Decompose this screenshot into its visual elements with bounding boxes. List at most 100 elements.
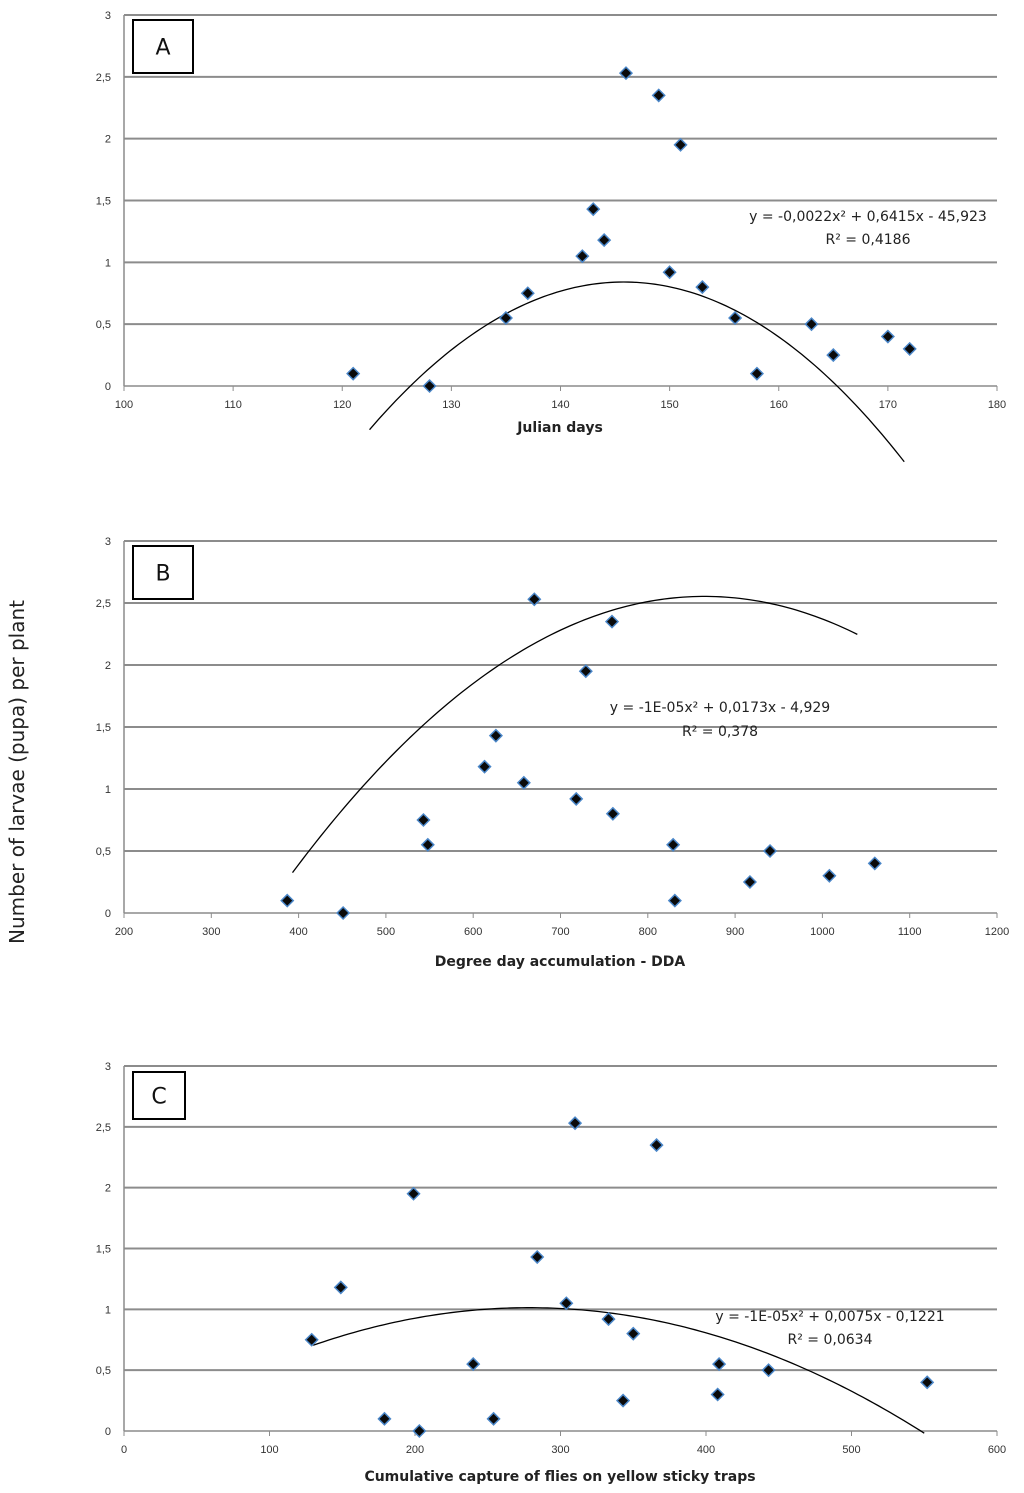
data-point — [422, 378, 437, 394]
data-point — [601, 1312, 616, 1327]
x-tick-label: 600 — [464, 926, 482, 938]
x-tick-label: 300 — [551, 1444, 569, 1456]
data-point — [530, 1249, 545, 1265]
trendline — [291, 595, 858, 874]
data-point — [867, 856, 882, 871]
trendline — [369, 281, 905, 463]
y-tick-label: 2 — [105, 660, 111, 672]
data-point — [649, 1138, 664, 1153]
panel-letter: A — [155, 36, 170, 61]
x-tick-label: 0 — [121, 1444, 127, 1456]
y-tick-label: 0,5 — [96, 846, 111, 858]
x-tick-label: 180 — [988, 399, 1006, 411]
x-tick-label: 800 — [639, 926, 657, 938]
data-point — [902, 341, 917, 356]
y-tick-label: 2 — [105, 1183, 111, 1195]
x-tick-label: 700 — [551, 926, 569, 938]
data-point — [498, 310, 513, 326]
data-point — [377, 1411, 392, 1426]
data-point — [710, 1387, 725, 1402]
y-tick-label: 1 — [105, 784, 111, 796]
data-point — [466, 1357, 481, 1372]
data-point — [662, 265, 677, 280]
x-tick-label: 130 — [442, 399, 460, 411]
x-axis-title: Degree day accumulation - DDA — [435, 954, 686, 970]
data-point — [406, 1186, 421, 1201]
data-point — [695, 280, 710, 295]
data-point — [666, 837, 681, 852]
r-squared-label: R² = 0,378 — [682, 724, 758, 740]
y-tick-label: 2 — [105, 134, 111, 146]
y-tick-label: 1 — [105, 257, 111, 269]
y-tick-label: 2,5 — [96, 72, 111, 84]
y-tick-label: 0 — [105, 908, 111, 920]
x-tick-label: 300 — [202, 926, 220, 938]
data-point — [880, 329, 895, 344]
x-tick-label: 140 — [551, 399, 569, 411]
y-tick-label: 0 — [105, 381, 111, 393]
x-tick-label: 120 — [333, 399, 351, 411]
x-tick-label: 400 — [289, 926, 307, 938]
panel-letter-box — [132, 19, 194, 74]
y-tick-label: 1 — [105, 1304, 111, 1316]
y-tick-label: 3 — [105, 1061, 111, 1073]
data-point — [651, 88, 666, 103]
y-tick-label: 3 — [105, 536, 111, 548]
chart-panel-c: 0 0,5 1 1,5 2 2,5 3 0 100 200 300 400 500 600 Cumulati… — [96, 1061, 1006, 1485]
x-tick-label: 110 — [224, 399, 242, 411]
data-point — [520, 286, 535, 301]
y-tick-label: 1,5 — [96, 196, 111, 208]
x-tick-label: 500 — [842, 1444, 860, 1456]
y-tick-label: 3 — [105, 10, 111, 22]
data-point — [604, 614, 620, 629]
y-tick-label: 1,5 — [96, 1244, 111, 1256]
data-point — [477, 759, 492, 774]
x-tick-label: 150 — [660, 399, 678, 411]
data-point — [527, 592, 542, 607]
chart-panel-b: 0 0,5 1 1,5 2 2,5 3 200 300 400 500 600 700 800 900 100… — [96, 536, 1010, 970]
x-tick-label: 1100 — [898, 926, 922, 938]
data-point — [516, 775, 531, 790]
data-point — [333, 1280, 348, 1295]
data-point — [597, 233, 612, 248]
data-point — [826, 348, 841, 363]
chart-panel-a: 0 0,5 1 1,5 2 2,5 3 100 110 120 130 140 150 160 170 180… — [96, 10, 1006, 463]
data-point — [605, 806, 620, 821]
data-point — [578, 664, 593, 679]
x-tick-label: 160 — [770, 399, 788, 411]
data-point — [618, 66, 634, 81]
y-axis-label: Number of larvae (pupa) per plant — [5, 600, 29, 944]
data-point — [420, 837, 435, 852]
trendline-equation: y = -1E-05x² + 0,0173x - 4,929 — [610, 700, 830, 716]
data-point — [920, 1375, 935, 1390]
data-point — [486, 1411, 501, 1426]
data-point — [559, 1296, 574, 1311]
y-tick-label: 0 — [105, 1426, 111, 1438]
data-point — [667, 893, 682, 908]
x-tick-label: 500 — [377, 926, 395, 938]
data-point — [412, 1423, 427, 1439]
data-point — [742, 874, 758, 890]
x-tick-label: 1200 — [985, 926, 1009, 938]
data-point — [488, 728, 503, 743]
x-tick-label: 170 — [879, 399, 897, 411]
y-tick-label: 0,5 — [96, 1365, 111, 1377]
data-point — [567, 1116, 583, 1131]
trendline — [312, 1307, 925, 1434]
panel-letter: B — [155, 562, 170, 587]
data-point — [616, 1393, 631, 1408]
data-point — [336, 905, 351, 921]
x-tick-label: 100 — [260, 1444, 278, 1456]
x-tick-label: 1000 — [810, 926, 834, 938]
trendline-equation: y = -0,0022x² + 0,6415x - 45,923 — [749, 209, 987, 225]
data-point — [280, 893, 295, 908]
x-tick-label: 900 — [726, 926, 744, 938]
data-point — [762, 843, 778, 859]
data-point — [673, 137, 688, 152]
data-point — [346, 366, 361, 381]
panel-letter: C — [151, 1085, 166, 1110]
panel-letter-box — [132, 545, 194, 600]
x-tick-label: 200 — [115, 926, 133, 938]
